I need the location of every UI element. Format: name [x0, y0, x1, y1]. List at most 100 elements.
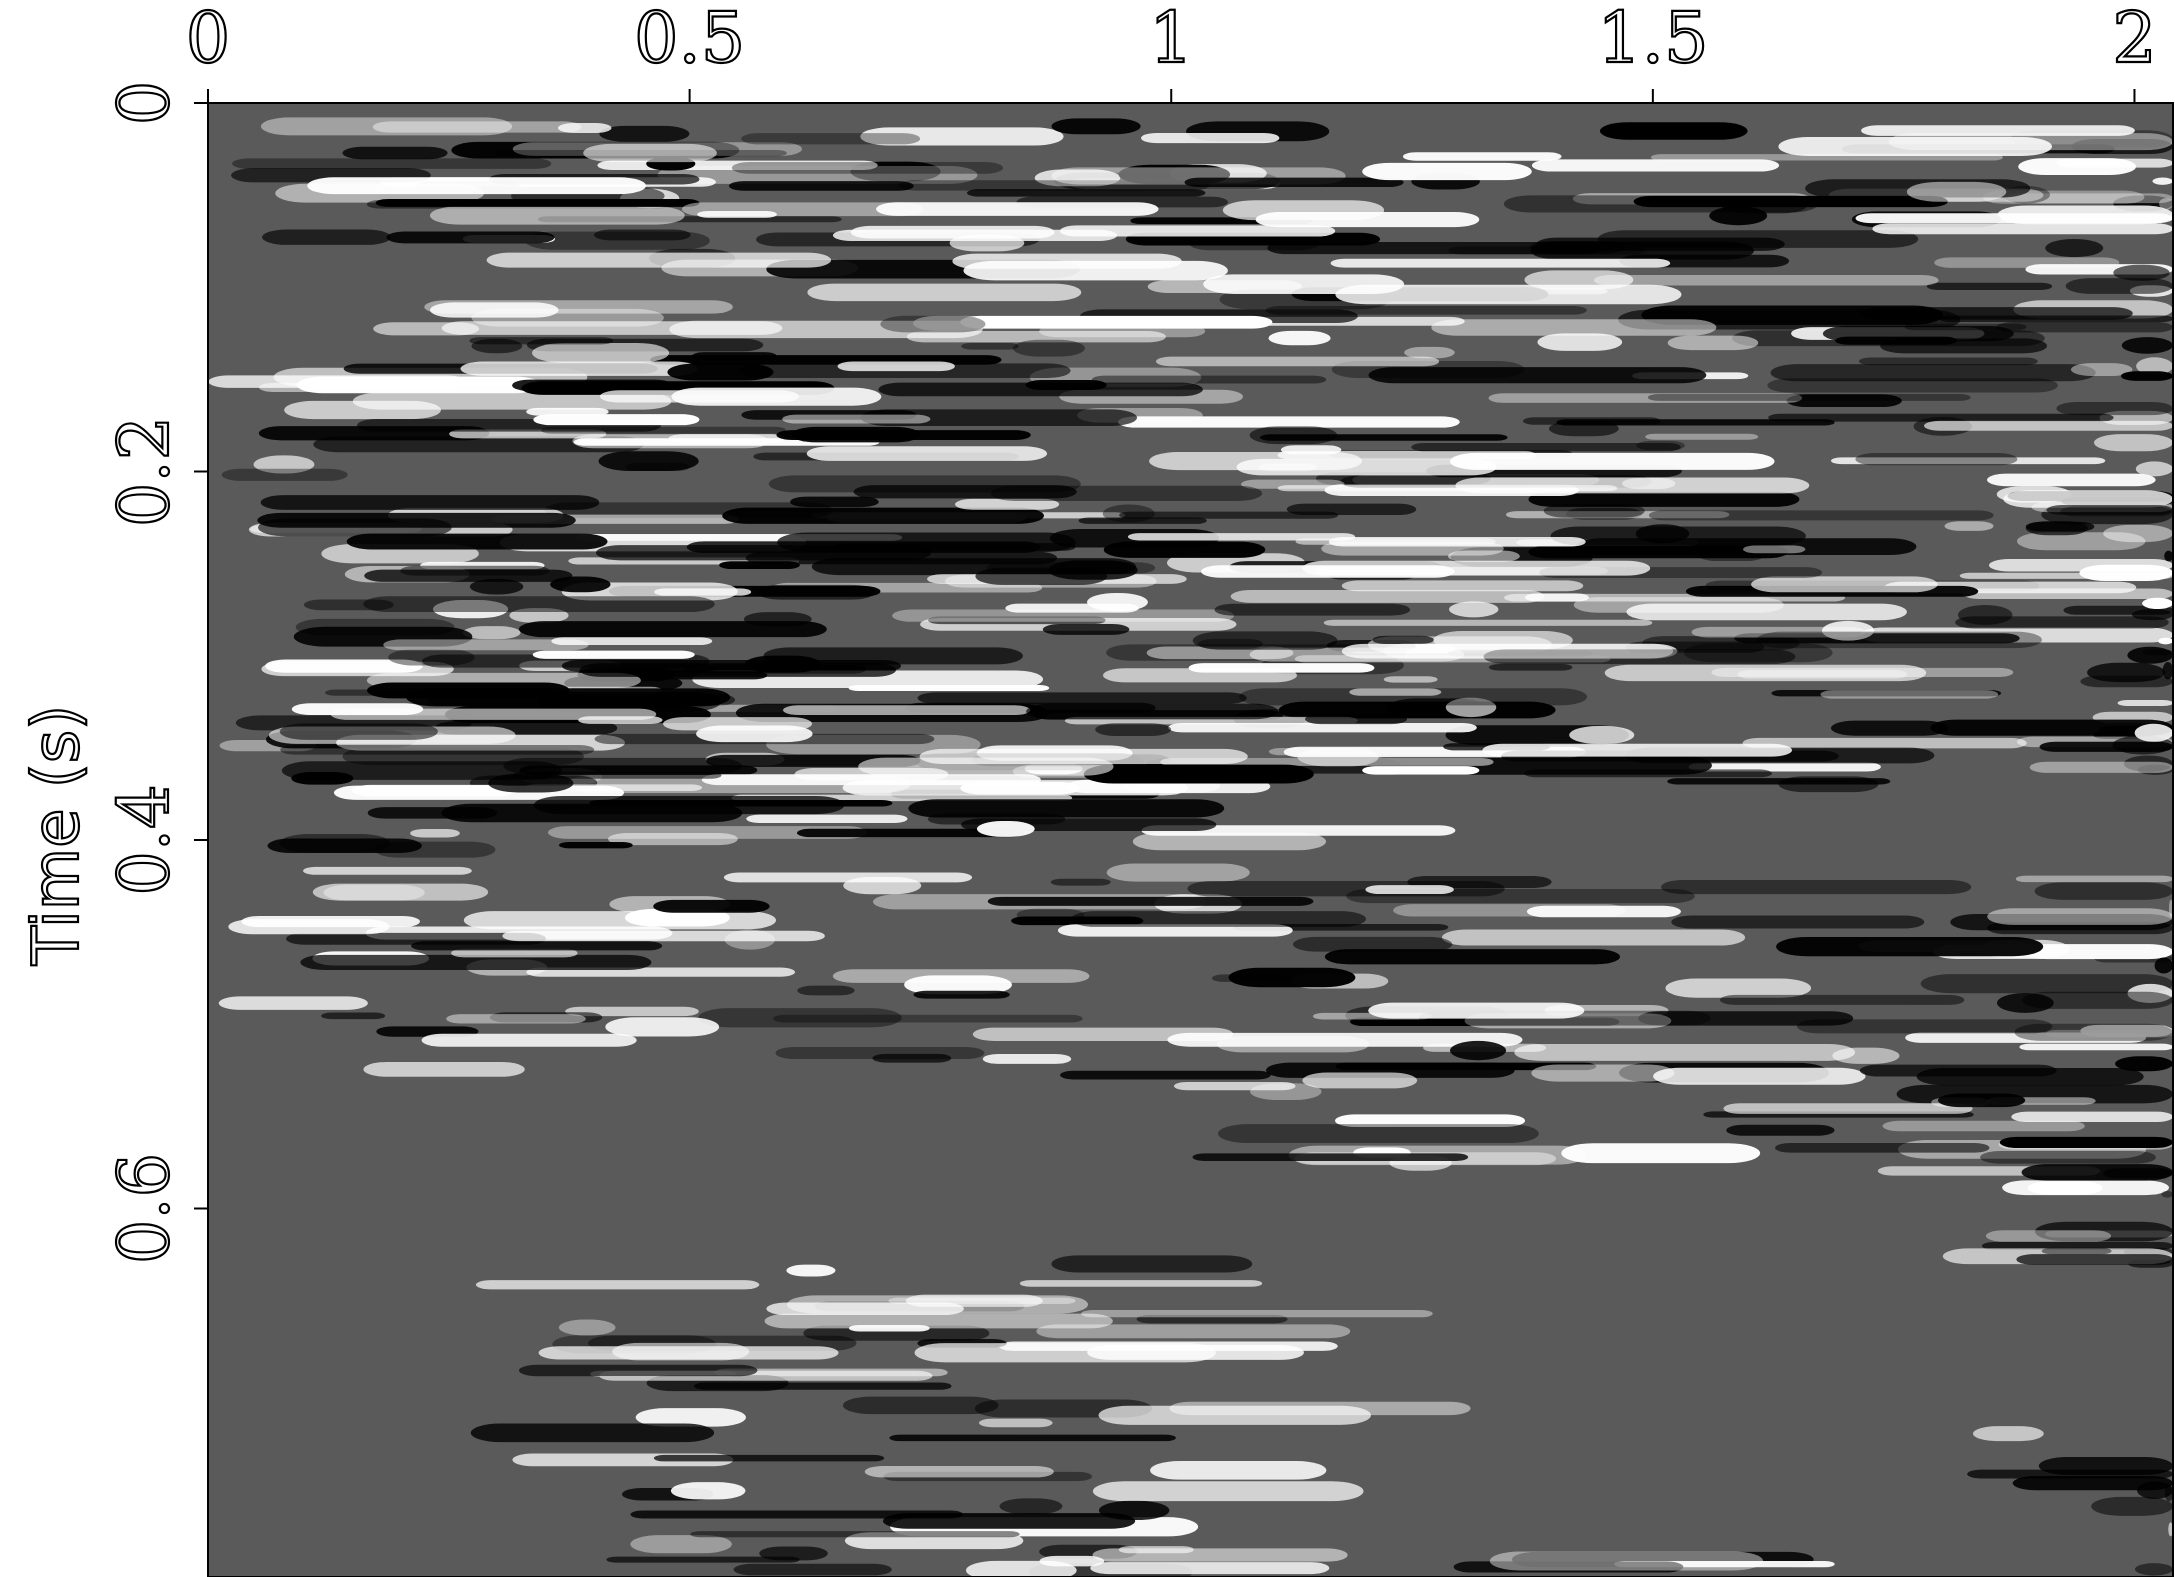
reflection-event: [411, 941, 663, 951]
reflection-event: [1051, 1255, 1253, 1273]
reflection-event: [342, 146, 448, 160]
reflection-event: [1168, 722, 1477, 733]
reflection-event: [330, 708, 657, 720]
reflection-event: [2142, 597, 2173, 610]
reflection-event: [2127, 983, 2173, 1003]
reflection-event: [2168, 899, 2173, 918]
reflection-event: [1645, 433, 1759, 440]
reflection-event: [2022, 991, 2173, 1009]
reflection-event: [1535, 237, 1785, 251]
reflection-event: [844, 1532, 1024, 1550]
reflection-event: [1127, 533, 1356, 541]
reflection-event: [1217, 1124, 1539, 1144]
reflection-event: [321, 1012, 386, 1020]
reflection-event: [2016, 1254, 2173, 1265]
reflection-event: [878, 382, 1203, 397]
y-tick-label: 0: [103, 81, 185, 126]
reflection-event: [1081, 1310, 1433, 1318]
reflection-event: [860, 127, 1064, 146]
reflection-event: [307, 177, 646, 195]
reflection-event: [1667, 335, 1759, 351]
reflection-event: [2136, 1481, 2173, 1500]
reflection-event: [1365, 885, 1454, 895]
reflection-event: [2015, 875, 2173, 883]
reflection-event: [860, 409, 1138, 426]
reflection-event: [430, 302, 559, 318]
reflection-event: [475, 1280, 760, 1290]
reflection-event: [208, 375, 467, 388]
reflection-event: [853, 485, 1077, 499]
reflection-event: [1768, 413, 2114, 422]
reflection-event: [441, 321, 783, 335]
reflection-event: [386, 231, 555, 244]
reflection-event: [889, 1434, 1176, 1442]
reflection-event: [1855, 453, 2018, 466]
reflection-event: [1796, 1019, 2053, 1034]
reflection-event: [312, 883, 489, 901]
reflection-event: [280, 745, 595, 755]
reflection-event: [1441, 929, 1746, 946]
reflection-event: [783, 705, 1031, 715]
reflection-event: [363, 596, 715, 613]
reflection-event: [1888, 133, 2173, 151]
reflection-event: [1155, 356, 1440, 367]
reflection-event: [429, 206, 685, 225]
reflection-event: [2120, 371, 2173, 381]
y-tick-label: 0.6: [103, 1153, 185, 1264]
reflection-event: [1522, 417, 1661, 425]
reflection-event: [693, 1382, 952, 1390]
reflection-event: [1537, 333, 1623, 351]
reflection-event: [1920, 974, 2173, 994]
reflection-event: [625, 908, 730, 927]
x-tick-label: 1: [1149, 0, 1194, 79]
reflection-event: [293, 626, 473, 647]
reflection-event: [1349, 688, 1442, 696]
reflection-event: [1188, 663, 1375, 673]
reflection-event: [2152, 177, 2173, 185]
reflection-event: [1383, 676, 1438, 683]
reflection-event: [541, 426, 786, 434]
reflection-event: [513, 771, 722, 779]
reflection-event: [2091, 1496, 2173, 1516]
reflection-event: [2158, 637, 2173, 645]
reflection-event: [2134, 1563, 2173, 1576]
reflection-event: [745, 551, 1058, 565]
reflection-event: [1305, 714, 1408, 725]
reflection-event: [625, 462, 690, 472]
reflection-event: [1102, 504, 1155, 523]
reflection-event: [1103, 541, 1266, 558]
reflection-event: [768, 475, 1081, 493]
x-tick-label: 1.5: [1597, 0, 1708, 79]
reflection-event: [372, 121, 582, 133]
reflection-event: [2168, 1522, 2173, 1537]
reflection-event: [2103, 1168, 2173, 1179]
reflection-event: [1691, 626, 1866, 638]
reflection-event: [796, 828, 1025, 838]
reflection-event: [502, 930, 825, 942]
reflection-event: [518, 621, 827, 638]
reflection-event: [1698, 550, 1765, 561]
reflection-event: [670, 1482, 746, 1500]
reflection-event: [1723, 1103, 1973, 1114]
reflection-event: [599, 390, 800, 403]
reflection-event: [1016, 908, 1085, 922]
reflection-event: [1302, 560, 1651, 576]
reflection-event: [364, 569, 573, 582]
reflection-event: [2117, 699, 2173, 707]
reflection-event: [1239, 688, 1588, 706]
reflection-event: [1118, 1546, 1194, 1554]
reflection-event: [786, 1264, 836, 1277]
reflection-event: [1140, 132, 1280, 144]
reflection-event: [367, 682, 570, 699]
reflection-event: [1561, 1143, 1761, 1164]
reflection-event: [927, 813, 1066, 825]
x-tick-label: 0.5: [634, 0, 745, 79]
reflection-event: [2065, 278, 2173, 294]
reflection-event: [218, 996, 368, 1010]
reflection-event: [2071, 138, 2173, 155]
reflection-event: [898, 180, 1210, 191]
reflection-event: [1368, 1002, 1585, 1019]
reflection-event: [975, 567, 1108, 585]
reflection-event: [295, 618, 455, 636]
